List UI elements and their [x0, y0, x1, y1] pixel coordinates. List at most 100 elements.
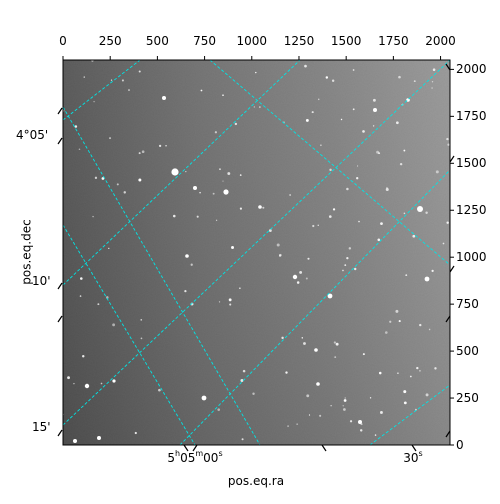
star [348, 247, 352, 250]
right-tick-label: 750 [456, 297, 479, 312]
star [403, 401, 407, 405]
star [403, 212, 406, 215]
star [353, 267, 357, 271]
star [343, 408, 346, 411]
star [215, 219, 218, 221]
star [79, 295, 82, 297]
star [304, 64, 307, 68]
star [396, 121, 399, 125]
star [185, 254, 189, 258]
grid-line [209, 60, 450, 266]
top-tick-label: 750 [193, 34, 217, 48]
star [311, 111, 314, 114]
star [329, 168, 332, 172]
world-tick-mark [449, 155, 455, 163]
stars [63, 60, 450, 443]
coordinate-grid [63, 60, 450, 445]
right-tick-label: 0 [456, 438, 464, 452]
star [79, 277, 83, 280]
star [362, 130, 365, 133]
star [218, 301, 221, 303]
star [372, 98, 376, 102]
star [141, 150, 145, 154]
star [358, 220, 360, 223]
star [93, 100, 95, 103]
star [219, 168, 221, 171]
star [346, 187, 349, 191]
star [331, 79, 335, 82]
star [425, 393, 429, 397]
star [262, 206, 265, 209]
bottom-tick-label-2: 30s [403, 449, 423, 465]
star [317, 224, 319, 226]
star [405, 274, 408, 277]
star [352, 69, 355, 71]
star [419, 370, 421, 372]
left-tick-label-2: 10' [32, 274, 51, 288]
star [373, 108, 377, 112]
star [253, 106, 256, 108]
star [97, 303, 100, 306]
top-tick-label: 1750 [378, 34, 409, 48]
world-tick-mark [183, 444, 189, 452]
star [292, 274, 298, 280]
star [172, 214, 176, 218]
star [362, 353, 365, 356]
star [446, 137, 449, 141]
world-tick-mark [57, 282, 63, 290]
star [289, 194, 292, 196]
world-tick-mark [57, 137, 63, 145]
left-tick-label-1: 4°05' [16, 128, 49, 142]
star [123, 191, 126, 194]
star [299, 270, 303, 274]
star [349, 420, 353, 423]
star [239, 207, 242, 210]
star [240, 379, 244, 382]
top-tick-label: 1500 [330, 34, 362, 48]
star [184, 289, 187, 293]
star [252, 392, 255, 395]
star [101, 177, 105, 180]
star [276, 243, 280, 247]
right-tick-label: 1500 [456, 156, 487, 171]
star [258, 205, 262, 209]
y-axis-label: pos.eq.dec [19, 219, 34, 285]
star [431, 87, 433, 89]
star [397, 372, 399, 374]
star [200, 89, 203, 92]
star [214, 131, 218, 134]
world-tick-mark [445, 430, 451, 438]
star [281, 336, 284, 340]
star [376, 150, 379, 154]
top-tick-label: 500 [145, 34, 169, 48]
star [316, 382, 320, 386]
star [279, 253, 282, 257]
star [319, 414, 322, 417]
star [403, 390, 407, 394]
x-axis-label: pos.eq.ra [227, 474, 285, 488]
star [165, 144, 167, 147]
star [374, 434, 377, 436]
grid-line [63, 60, 450, 426]
star [140, 337, 143, 340]
star [255, 71, 257, 74]
star [239, 287, 241, 289]
world-tick-mark [57, 315, 63, 323]
star [301, 337, 304, 339]
star [112, 379, 116, 383]
star [196, 215, 199, 218]
star [377, 238, 381, 242]
star [110, 79, 113, 81]
star [92, 215, 94, 218]
star [223, 189, 229, 195]
star [344, 264, 347, 266]
star [228, 298, 232, 302]
star [229, 303, 232, 306]
right-tick-label: 1250 [456, 203, 487, 218]
star [389, 320, 392, 323]
star [332, 208, 336, 211]
star [307, 257, 310, 260]
right-tick-label: 500 [456, 344, 479, 359]
star [415, 408, 417, 411]
